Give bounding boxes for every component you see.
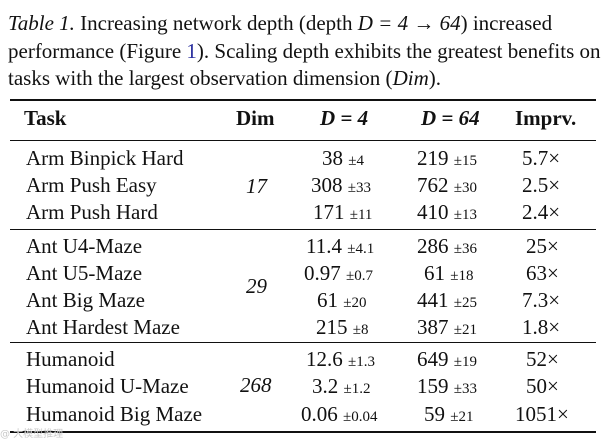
improvement-value: 63× [526, 261, 559, 285]
d64-value: 762 ±30 [417, 173, 477, 197]
d64-value: 410 ±13 [417, 200, 477, 224]
table-caption: Table 1. Increasing network depth (depth… [8, 10, 604, 93]
d64-value: 59 ±21 [424, 402, 474, 426]
improvement-value: 1051× [515, 402, 569, 426]
d64-value: 219 ±15 [417, 146, 477, 170]
improvement-value: 5.7× [522, 146, 561, 170]
task-name: Ant Big Maze [26, 288, 145, 312]
caption-dim-word: Dim [392, 66, 429, 90]
improvement-value: 1.8× [522, 315, 561, 339]
caption-text-b: ) increased performance (Figure [8, 11, 553, 63]
d4-value: 215 ±8 [316, 315, 369, 339]
improvement-value: 50× [526, 374, 559, 398]
task-name: Arm Push Hard [26, 200, 158, 224]
d4-value: 61 ±20 [317, 288, 367, 312]
task-name: Ant U4-Maze [26, 234, 143, 258]
d64-value: 649 ±19 [417, 347, 477, 371]
improvement-value: 25× [526, 234, 559, 258]
caption-text-d: ). [428, 66, 441, 90]
table-top-rule [10, 99, 596, 101]
d64-value: 387 ±21 [417, 315, 477, 339]
improvement-value: 2.5× [522, 173, 561, 197]
d64-value: 286 ±36 [417, 234, 477, 258]
header-dim: Dim [236, 106, 275, 130]
header-d64: D = 64 [421, 106, 480, 130]
group-dim-arm: 17 [246, 174, 267, 198]
header-rule [10, 140, 596, 141]
d64-value: 159 ±33 [417, 374, 477, 398]
d64-value: 441 ±25 [417, 288, 477, 312]
improvement-value: 2.4× [522, 200, 561, 224]
d4-value: 11.4 ±4.1 [306, 234, 375, 258]
d4-value: 171 ±11 [313, 200, 373, 224]
caption-label: Table 1. [8, 11, 75, 35]
d4-value: 3.2 ±1.2 [312, 374, 371, 398]
header-task: Task [24, 106, 67, 130]
improvement-value: 52× [526, 347, 559, 371]
task-name: Arm Binpick Hard [26, 146, 184, 170]
d4-value: 0.06 ±0.04 [301, 402, 378, 426]
table-bottom-rule [10, 431, 596, 433]
task-name: Humanoid U-Maze [26, 374, 189, 398]
d4-value: 308 ±33 [311, 173, 371, 197]
task-name: Humanoid Big Maze [26, 402, 203, 426]
task-name: Ant Hardest Maze [26, 315, 180, 339]
d4-value: 12.6 ±1.3 [306, 347, 375, 371]
task-name: Humanoid [26, 347, 115, 371]
group-dim-humanoid: 268 [240, 373, 272, 397]
d4-value: 0.97 ±0.7 [304, 261, 373, 285]
improvement-value: 7.3× [522, 288, 561, 312]
group-rule-2 [10, 342, 596, 343]
group-rule-1 [10, 229, 596, 230]
d64-value: 61 ±18 [424, 261, 474, 285]
header-imprv: Imprv. [515, 106, 577, 130]
header-d4: D = 4 [320, 106, 369, 130]
group-dim-ant: 29 [246, 274, 267, 298]
caption-math: D = 4 → 64 [357, 11, 461, 35]
task-name: Ant U5-Maze [26, 261, 143, 285]
task-name: Arm Push Easy [26, 173, 157, 197]
d4-value: 38 ±4 [322, 146, 364, 170]
watermark-text: @ 大模型推理 [0, 429, 64, 440]
caption-text-a: Increasing network depth (depth [80, 11, 353, 35]
caption-text-c: ). Scaling depth exhibits the greatest b… [8, 38, 601, 91]
figure-ref-link[interactable]: 1 [186, 38, 197, 63]
